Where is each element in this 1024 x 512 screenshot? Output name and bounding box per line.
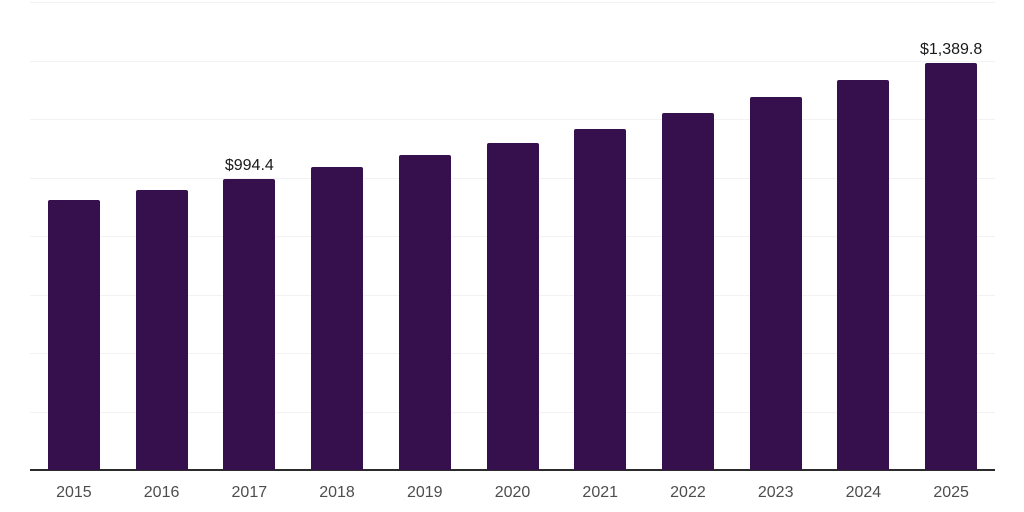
x-tick-label-2021: 2021 xyxy=(582,484,619,501)
bar-2021 xyxy=(574,128,627,470)
x-tick-label-2016: 2016 xyxy=(143,484,180,501)
bar-2022 xyxy=(661,113,714,470)
bar-2017 xyxy=(223,179,276,470)
bar-2023 xyxy=(749,97,802,470)
gridline xyxy=(30,60,995,62)
x-tick-label-2022: 2022 xyxy=(670,484,706,501)
x-tick-label-2019: 2019 xyxy=(406,484,443,501)
x-tick-label-2023: 2023 xyxy=(757,484,794,501)
x-tick-label-2025: 2025 xyxy=(933,484,969,501)
bar-2024 xyxy=(837,80,890,470)
bar-value-label-2017: $994.4 xyxy=(224,156,274,174)
bar-2020 xyxy=(486,142,539,470)
gridline xyxy=(30,2,995,3)
x-tick-label-2018: 2018 xyxy=(319,484,355,501)
x-tick-label-2020: 2020 xyxy=(494,484,531,501)
bar-2018 xyxy=(311,167,364,470)
bar-2015 xyxy=(47,200,100,470)
x-tick-label-2015: 2015 xyxy=(56,484,92,501)
bar-value-label-2025: $1,389.8 xyxy=(919,40,983,58)
x-tick-label-2024: 2024 xyxy=(845,484,882,501)
x-tick-label-2017: 2017 xyxy=(231,484,268,501)
bar-2019 xyxy=(398,155,451,470)
gridline xyxy=(30,119,995,120)
x-axis-line xyxy=(30,469,995,471)
bar-2025 xyxy=(925,63,978,470)
bar-2016 xyxy=(135,190,188,470)
